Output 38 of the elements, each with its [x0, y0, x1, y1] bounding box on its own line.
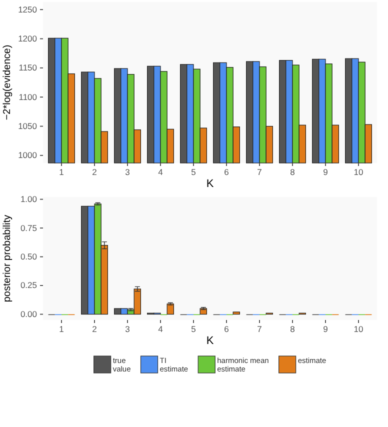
bar — [166, 304, 174, 315]
y-tick-label: 1050 — [18, 120, 38, 131]
x-tick-label: 9 — [323, 167, 328, 178]
y-tick-label: 1100 — [18, 92, 38, 102]
x-tick-label: 9 — [323, 324, 328, 334]
y-tick-label: 1250 — [18, 4, 38, 14]
x-tick-label: 6 — [224, 167, 230, 178]
x-tick-label: 8 — [290, 167, 296, 178]
x-tick-label: 2 — [92, 324, 98, 334]
x-tick-label: 6 — [224, 324, 230, 334]
y-tick-label: 1.00 — [20, 194, 38, 204]
y-axis-title: −2*log(evidence) — [2, 44, 13, 120]
x-tick-label: 5 — [191, 167, 196, 178]
x-tick-label: 3 — [125, 167, 130, 178]
x-tick-label: 1 — [59, 167, 64, 178]
bar — [200, 308, 207, 315]
x-tick-label: 1 — [59, 324, 64, 334]
y-tick-label: 0.75 — [20, 222, 38, 233]
y-tick-label: 0.50 — [20, 251, 38, 262]
y-tick-label: 0.25 — [20, 280, 38, 290]
x-tick-label: 10 — [354, 167, 364, 178]
x-tick-label: 4 — [158, 167, 164, 178]
y-tick-label: 0.00 — [20, 308, 38, 319]
y-tick-label: 1000 — [18, 150, 38, 160]
x-tick-label: 7 — [257, 167, 262, 178]
x-tick-label: 10 — [354, 324, 364, 334]
y-tick-label: 1150 — [18, 62, 38, 73]
x-tick-label: 3 — [125, 324, 130, 334]
x-tick-label: 2 — [92, 167, 98, 178]
x-tick-label: 4 — [158, 324, 164, 334]
x-axis-title: K — [206, 335, 214, 347]
x-axis-title: K — [206, 178, 214, 190]
x-tick-label: 7 — [257, 324, 262, 334]
bar — [232, 312, 240, 315]
x-tick-label: 8 — [290, 324, 296, 334]
y-axis-title: posterior probability — [2, 214, 13, 302]
x-tick-label: 5 — [191, 324, 196, 334]
y-tick-label: 1200 — [18, 33, 38, 44]
